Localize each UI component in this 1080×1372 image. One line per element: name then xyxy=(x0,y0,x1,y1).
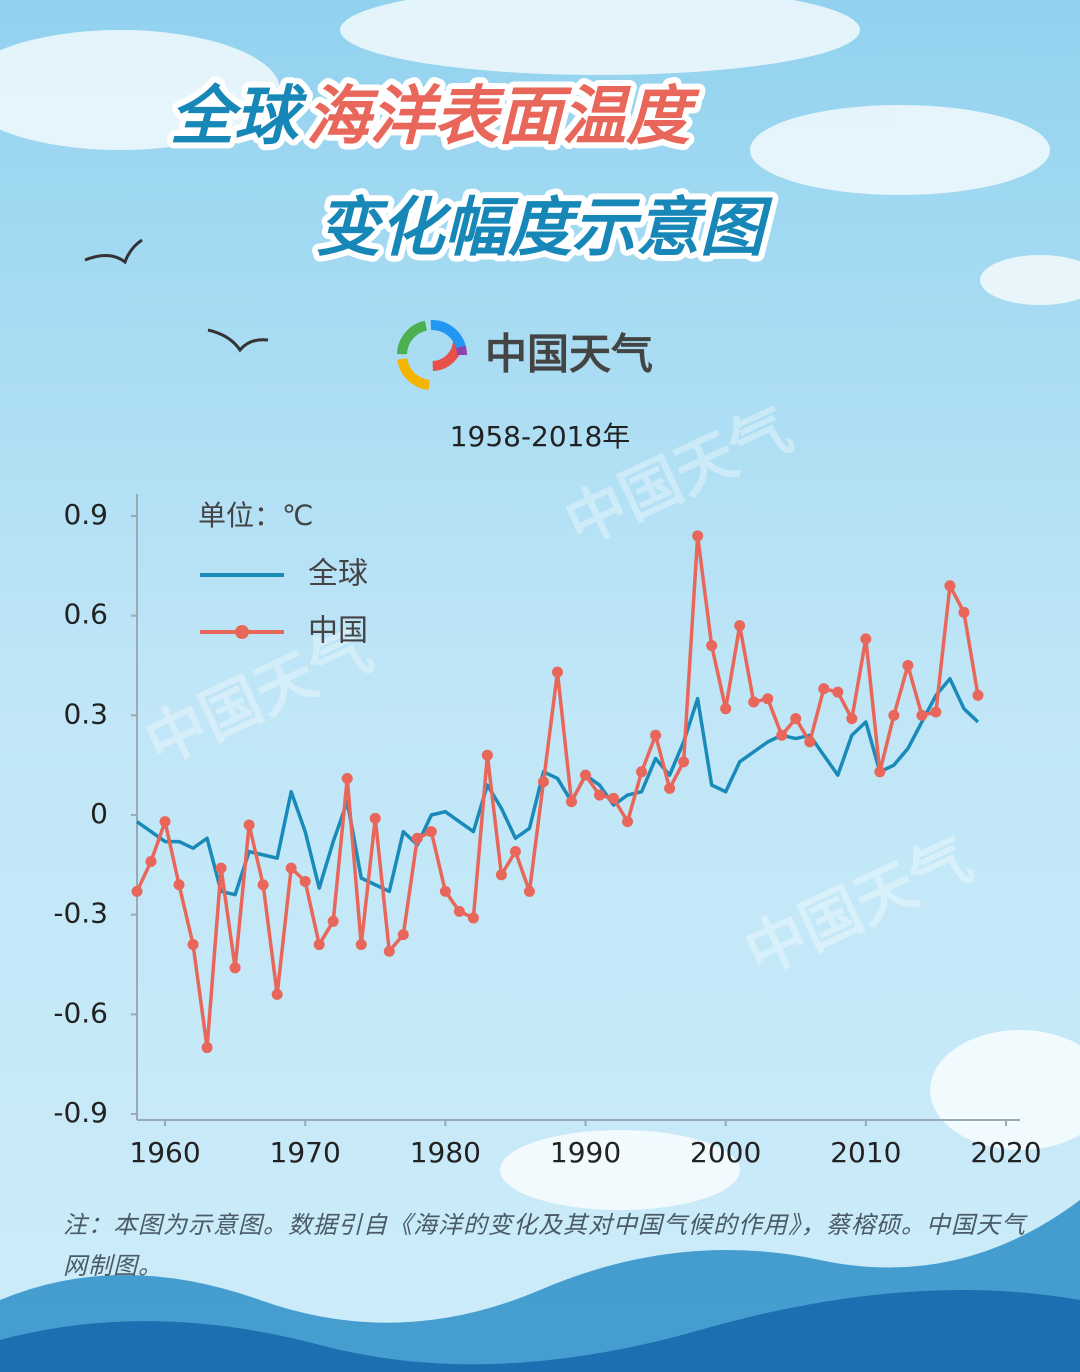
data-point xyxy=(832,686,844,698)
data-point xyxy=(804,736,816,748)
data-point xyxy=(720,703,732,715)
data-point xyxy=(299,875,311,887)
y-tick-label: 0.6 xyxy=(63,598,108,631)
data-point xyxy=(439,885,451,897)
data-point xyxy=(229,962,241,974)
title-part: 全球 海洋表面温度 xyxy=(170,80,700,154)
birds xyxy=(84,238,269,353)
x-tick-label: 1980 xyxy=(410,1136,481,1169)
data-point xyxy=(131,885,143,897)
data-point xyxy=(271,988,283,1000)
data-point xyxy=(888,709,900,721)
data-point xyxy=(692,530,704,542)
data-point xyxy=(958,606,970,618)
data-point xyxy=(243,819,255,831)
data-point xyxy=(818,683,830,695)
data-point xyxy=(678,756,690,768)
data-point xyxy=(916,709,928,721)
data-point xyxy=(425,826,437,838)
title: 全球 海洋表面温度 变化幅度示意图 xyxy=(164,74,779,272)
data-point xyxy=(187,939,199,951)
data-point xyxy=(523,885,535,897)
legend-label: 中国 xyxy=(308,614,368,649)
data-point xyxy=(566,796,577,808)
data-point xyxy=(636,766,648,778)
y-tick-label: 0 xyxy=(90,797,108,830)
data-point xyxy=(650,729,662,741)
x-tick-label: 2010 xyxy=(830,1136,901,1169)
logo xyxy=(397,309,467,390)
data-point xyxy=(776,729,788,741)
data-point xyxy=(762,693,774,705)
data-point xyxy=(285,862,297,874)
title-part: 海洋表面温度 xyxy=(306,80,700,154)
data-point xyxy=(257,879,269,891)
data-point xyxy=(944,580,956,592)
data-point xyxy=(453,905,465,917)
data-point xyxy=(594,789,606,801)
data-point xyxy=(201,1042,213,1054)
title-part: 全球 xyxy=(170,80,308,154)
x-tick-label: 1970 xyxy=(270,1136,341,1169)
data-point xyxy=(383,945,395,957)
data-point xyxy=(327,915,339,927)
data-point xyxy=(902,660,914,671)
data-point xyxy=(397,929,409,941)
y-tick-label: -0.9 xyxy=(53,1096,108,1129)
subtitle: 1958-2018年 xyxy=(450,420,631,453)
data-point xyxy=(313,939,325,951)
data-point xyxy=(355,939,367,951)
data-point xyxy=(551,666,563,678)
y-tick-label: -0.3 xyxy=(53,897,108,930)
data-point xyxy=(369,812,381,824)
data-point xyxy=(790,713,802,725)
legend-marker xyxy=(235,625,249,639)
data-point xyxy=(159,816,171,828)
data-point xyxy=(411,832,423,844)
data-point xyxy=(846,713,858,725)
data-point xyxy=(860,633,872,645)
data-point xyxy=(972,689,984,701)
data-point xyxy=(467,912,479,924)
data-point xyxy=(495,869,507,881)
y-tick-label: -0.6 xyxy=(53,996,108,1029)
title-part: 变化幅度示意图 xyxy=(316,192,773,266)
series-line xyxy=(135,677,980,897)
data-point xyxy=(537,776,549,788)
data-point xyxy=(580,769,592,781)
note: 注：本图为示意图。数据引自《海洋的变化及其对中国气候的作用》，蔡榕硕。中国天气网… xyxy=(63,1211,1026,1280)
data-point xyxy=(341,772,353,784)
x-tick-label: 2020 xyxy=(970,1136,1041,1169)
unit-label: 单位：℃ xyxy=(198,499,313,532)
data-point xyxy=(622,816,634,828)
data-point xyxy=(734,620,746,632)
y-tick-label: 0.3 xyxy=(63,697,108,730)
data-point xyxy=(706,640,718,652)
data-point xyxy=(145,856,157,868)
x-tick-label: 1990 xyxy=(550,1136,621,1169)
brand: 中国天气 xyxy=(485,330,653,379)
legend-label: 全球 xyxy=(308,557,368,592)
clouds xyxy=(0,0,1080,1210)
data-point xyxy=(173,879,185,891)
data-point xyxy=(748,696,760,708)
x-tick-label: 2000 xyxy=(690,1136,761,1169)
data-point xyxy=(481,749,493,761)
data-point xyxy=(930,706,942,718)
data-point xyxy=(664,782,676,794)
waves xyxy=(0,1200,1080,1372)
data-point xyxy=(874,766,886,778)
data-point xyxy=(215,862,227,874)
data-point xyxy=(608,792,620,804)
y-tick-label: 0.9 xyxy=(63,498,108,531)
data-point xyxy=(509,846,521,858)
x-tick-label: 1960 xyxy=(129,1136,200,1169)
